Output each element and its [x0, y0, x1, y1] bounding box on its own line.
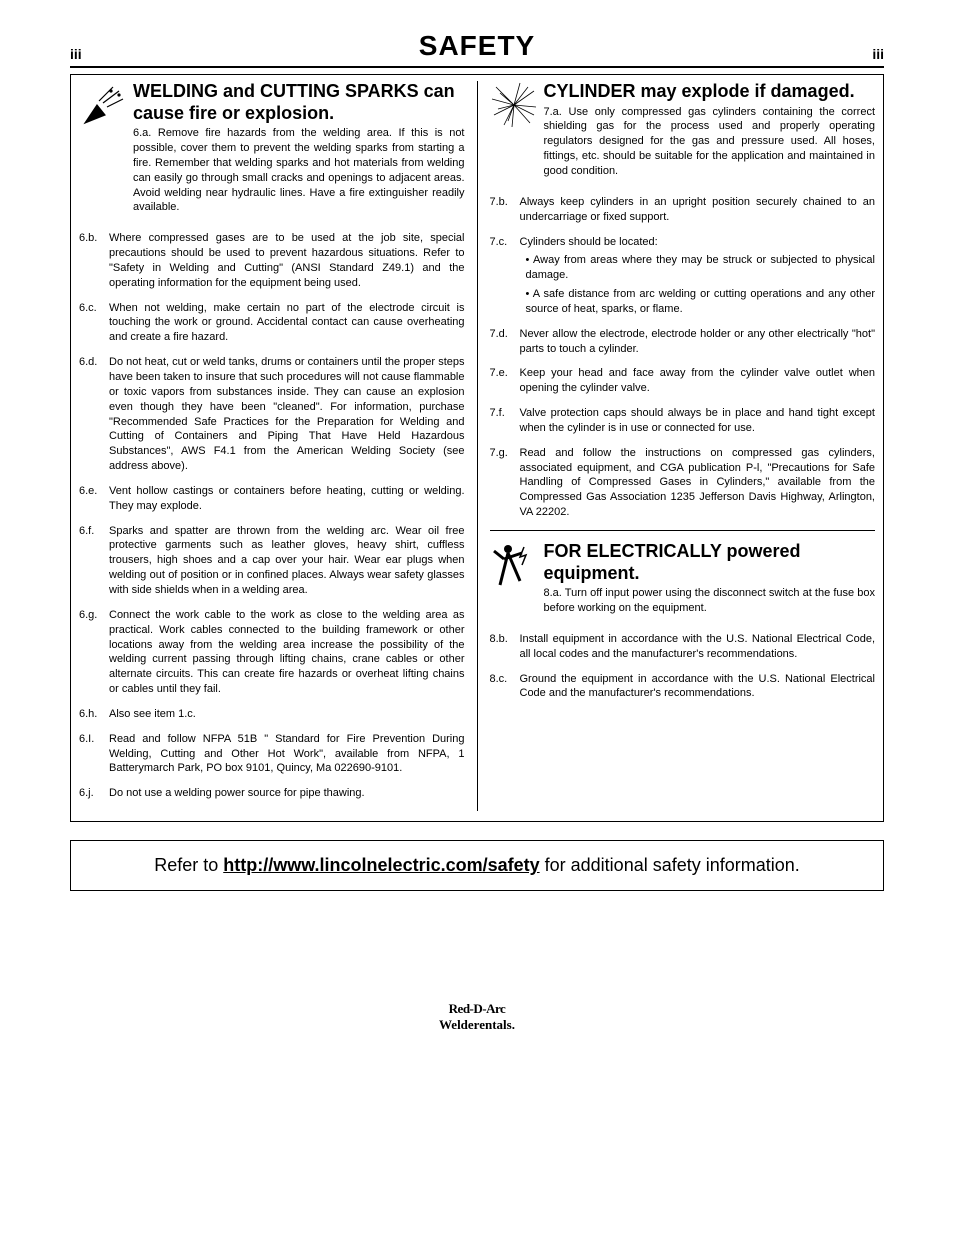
cylinder-heading: CYLINDER may explode if damaged.: [544, 81, 876, 103]
refer-suffix: for additional safety information.: [540, 855, 800, 875]
item-8a: 8.a. Turn off input power using the disc…: [544, 586, 876, 616]
right-a-items-list: 7.b.Always keep cylinders in an upright …: [490, 195, 876, 520]
list-item: 7.g.Read and follow the instructions on …: [490, 446, 876, 520]
item-text: Read and follow NFPA 51B " Standard for …: [109, 732, 465, 777]
page-title: SAFETY: [419, 30, 535, 62]
left-column: WELDING and CUTTING SPARKS can cause fir…: [79, 81, 465, 811]
brand-line-1: Red-D-Arc: [70, 1001, 884, 1017]
item-num: 6.g.: [79, 608, 109, 697]
item-num: 7.e.: [490, 366, 520, 396]
item-num: 7.c.: [490, 235, 520, 317]
item-text: Install equipment in accordance with the…: [520, 632, 876, 662]
item-num: 6.I.: [79, 732, 109, 777]
page-header: iii SAFETY iii: [70, 30, 884, 68]
right-column: CYLINDER may explode if damaged. 7.a. Us…: [490, 81, 876, 811]
item-text: Remove fire hazards from the welding are…: [133, 127, 465, 213]
refer-prefix: Refer to: [154, 855, 223, 875]
list-item: 7.b.Always keep cylinders in an upright …: [490, 195, 876, 225]
item-num: 6.d.: [79, 355, 109, 474]
left-items-list: 6.b.Where compressed gases are to be use…: [79, 231, 465, 801]
list-item: 6.j.Do not use a welding power source fo…: [79, 786, 465, 801]
cylinder-section-header: CYLINDER may explode if damaged. 7.a. Us…: [490, 81, 876, 189]
item-text: Never allow the electrode, electrode hol…: [520, 327, 876, 357]
list-item: 6.c.When not welding, make certain no pa…: [79, 301, 465, 346]
item-text: Sparks and spatter are thrown from the w…: [109, 524, 465, 598]
item-text: Do not heat, cut or weld tanks, drums or…: [109, 355, 465, 474]
item-text: Read and follow the instructions on comp…: [520, 446, 876, 520]
item-text: Connect the work cable to the work as cl…: [109, 608, 465, 697]
item-num: 8.a.: [544, 587, 562, 599]
item-num: 6.e.: [79, 484, 109, 514]
list-item: 7.e.Keep your head and face away from th…: [490, 366, 876, 396]
item-num: 6.b.: [79, 231, 109, 290]
welding-heading: WELDING and CUTTING SPARKS can cause fir…: [133, 81, 465, 124]
cylinder-explode-icon: [490, 81, 538, 129]
item-num: 6.h.: [79, 707, 109, 722]
item-text: Turn off input power using the disconnec…: [544, 587, 876, 614]
item-num: 7.d.: [490, 327, 520, 357]
list-item: 6.e.Vent hollow castings or containers b…: [79, 484, 465, 514]
column-divider: [477, 81, 478, 811]
item-text: Vent hollow castings or containers befor…: [109, 484, 465, 514]
item-num: 6.f.: [79, 524, 109, 598]
welding-sparks-icon: [79, 81, 127, 129]
item-num: 8.b.: [490, 632, 520, 662]
list-item: 6.b.Where compressed gases are to be use…: [79, 231, 465, 290]
page-number-left: iii: [70, 46, 82, 62]
item-text: Keep your head and face away from the cy…: [520, 366, 876, 396]
brand-line-2: Welderentals.: [70, 1017, 884, 1033]
item-num: 7.f.: [490, 406, 520, 436]
sub-bullet: • A safe distance from arc welding or cu…: [526, 287, 876, 317]
additional-info-box: Refer to http://www.lincolnelectric.com/…: [70, 840, 884, 891]
item-num: 7.b.: [490, 195, 520, 225]
list-item: 8.b.Install equipment in accordance with…: [490, 632, 876, 662]
welding-section-header: WELDING and CUTTING SPARKS can cause fir…: [79, 81, 465, 225]
section-divider: [490, 530, 876, 531]
list-item: 6.d.Do not heat, cut or weld tanks, drum…: [79, 355, 465, 474]
electrical-section-header: FOR ELECTRICALLY powered equipment. 8.a.…: [490, 541, 876, 626]
item-text: Use only compressed gas cylinders contai…: [544, 106, 876, 177]
item-text: Valve protection caps should always be i…: [520, 406, 876, 436]
list-item: 7.c.Cylinders should be located:• Away f…: [490, 235, 876, 317]
content-frame: WELDING and CUTTING SPARKS can cause fir…: [70, 74, 884, 822]
list-item: 7.d.Never allow the electrode, electrode…: [490, 327, 876, 357]
right-b-items-list: 8.b.Install equipment in accordance with…: [490, 632, 876, 701]
item-text: Always keep cylinders in an upright posi…: [520, 195, 876, 225]
item-num: 7.g.: [490, 446, 520, 520]
list-item: 6.h.Also see item 1.c.: [79, 707, 465, 722]
item-text: When not welding, make certain no part o…: [109, 301, 465, 346]
sub-bullet: • Away from areas where they may be stru…: [526, 253, 876, 283]
item-text: Cylinders should be located:• Away from …: [520, 235, 876, 317]
item-6a: 6.a. Remove fire hazards from the weldin…: [133, 126, 465, 215]
list-item: 6.f.Sparks and spatter are thrown from t…: [79, 524, 465, 598]
item-num: 8.c.: [490, 672, 520, 702]
electric-shock-icon: [490, 541, 538, 589]
item-7a: 7.a. Use only compressed gas cylinders c…: [544, 105, 876, 179]
list-item: 8.c.Ground the equipment in accordance w…: [490, 672, 876, 702]
electrical-heading: FOR ELECTRICALLY powered equipment.: [544, 541, 876, 584]
item-text: Do not use a welding power source for pi…: [109, 786, 465, 801]
item-num: 6.j.: [79, 786, 109, 801]
item-num: 6.a.: [133, 127, 151, 139]
item-text: Where compressed gases are to be used at…: [109, 231, 465, 290]
safety-link[interactable]: http://www.lincolnelectric.com/safety: [223, 855, 539, 875]
item-text: Also see item 1.c.: [109, 707, 465, 722]
list-item: 6.g.Connect the work cable to the work a…: [79, 608, 465, 697]
item-text: Ground the equipment in accordance with …: [520, 672, 876, 702]
item-num: 6.c.: [79, 301, 109, 346]
list-item: 6.I.Read and follow NFPA 51B " Standard …: [79, 732, 465, 777]
item-num: 7.a.: [544, 106, 562, 118]
page-number-right: iii: [872, 46, 884, 62]
footer-brand: Red-D-Arc Welderentals.: [70, 1001, 884, 1033]
list-item: 7.f.Valve protection caps should always …: [490, 406, 876, 436]
